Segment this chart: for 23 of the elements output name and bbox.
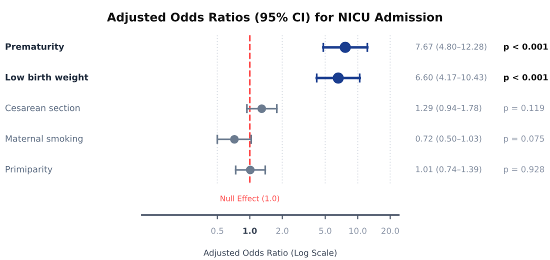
chart-title: Adjusted Odds Ratios (95% CI) for NICU Admission [107, 12, 442, 24]
y-tick-label: Maternal smoking [6, 135, 82, 144]
x-tick-label: 0.5 [211, 228, 224, 234]
text: p = 0.119 [504, 104, 544, 113]
text: 7.67 (4.80–12.28) [416, 43, 486, 51]
text: p < 0.001 [504, 74, 548, 82]
y-tick-label: Primiparity [6, 166, 52, 174]
x-tick-label: 10.0 [349, 228, 366, 234]
x-tick-label: 2.0 [276, 228, 288, 234]
text: 6.60 (4.17–10.43) [416, 74, 486, 82]
text: p < 0.001 [504, 43, 548, 52]
x-tick-label: 5.0 [319, 228, 332, 234]
y-tick-label: Prematurity [6, 43, 64, 52]
y-tick-label: Cesarean section [5, 104, 80, 112]
x-tick-label: 20.0 [382, 228, 399, 234]
y-tick-label: Low birth weight [6, 74, 88, 82]
x-tick-label: 1.0 [243, 228, 257, 234]
text: 0.72 (0.50–1.03) [416, 135, 482, 143]
text: 1.29 (0.94–1.78) [416, 104, 482, 112]
text: p = 0.928 [504, 166, 544, 174]
x-axis-title: Adjusted Odds Ratio (Log Scale) [204, 249, 336, 258]
text: p = 0.075 [504, 135, 544, 144]
text: 1.01 (0.74–1.39) [416, 166, 482, 174]
